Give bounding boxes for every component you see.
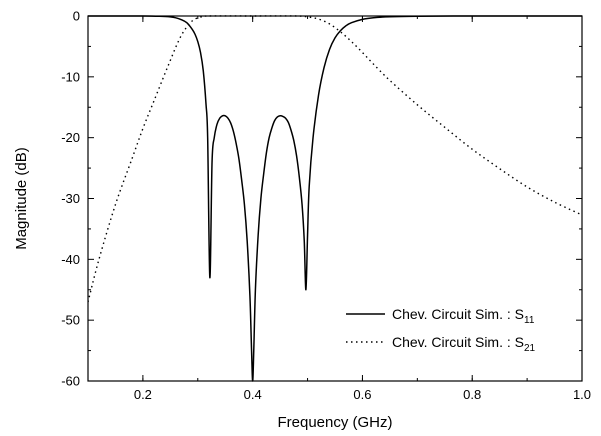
y-tick-label: -40: [61, 252, 80, 267]
y-tick-label: -10: [61, 69, 80, 84]
y-axis-title: Magnitude (dB): [13, 147, 30, 250]
y-tick-label: -20: [61, 130, 80, 145]
series-s21-line: [88, 15, 582, 303]
y-tick-label: -60: [61, 374, 80, 389]
plot-area-frame: [87, 15, 583, 382]
x-tick-label: 0.4: [244, 387, 262, 402]
y-tick-label: -50: [61, 313, 80, 328]
x-axis-title: Frequency (GHz): [277, 414, 392, 431]
x-tick-label: 1.0: [573, 387, 591, 402]
legend-label-s11: Chev. Circuit Sim. : S11: [392, 306, 535, 326]
x-tick-label: 0.6: [353, 387, 371, 402]
x-tick-label: 0.8: [463, 387, 481, 402]
series-group: [88, 15, 582, 382]
series-s11-line: [88, 15, 582, 382]
legend-label-s21: Chev. Circuit Sim. : S21: [392, 334, 536, 354]
y-tick-label: 0: [73, 9, 80, 24]
y-tick-label: -30: [61, 191, 80, 206]
x-tick-label: 0.2: [134, 387, 152, 402]
legend: Chev. Circuit Sim. : S11 Chev. Circuit S…: [346, 306, 536, 354]
axis-ticks: 0.2 0.4 0.6 0.8 1.0 0 -10 -20 -30 -40 -50 -60: [61, 9, 591, 403]
